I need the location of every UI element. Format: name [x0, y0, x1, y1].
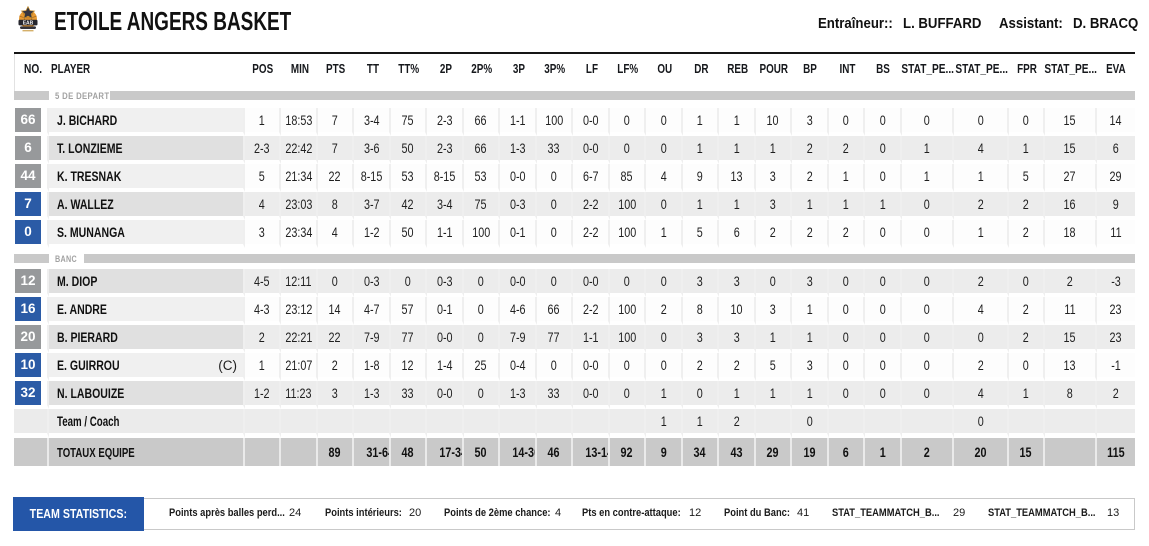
svg-text:EAB: EAB	[23, 20, 34, 26]
